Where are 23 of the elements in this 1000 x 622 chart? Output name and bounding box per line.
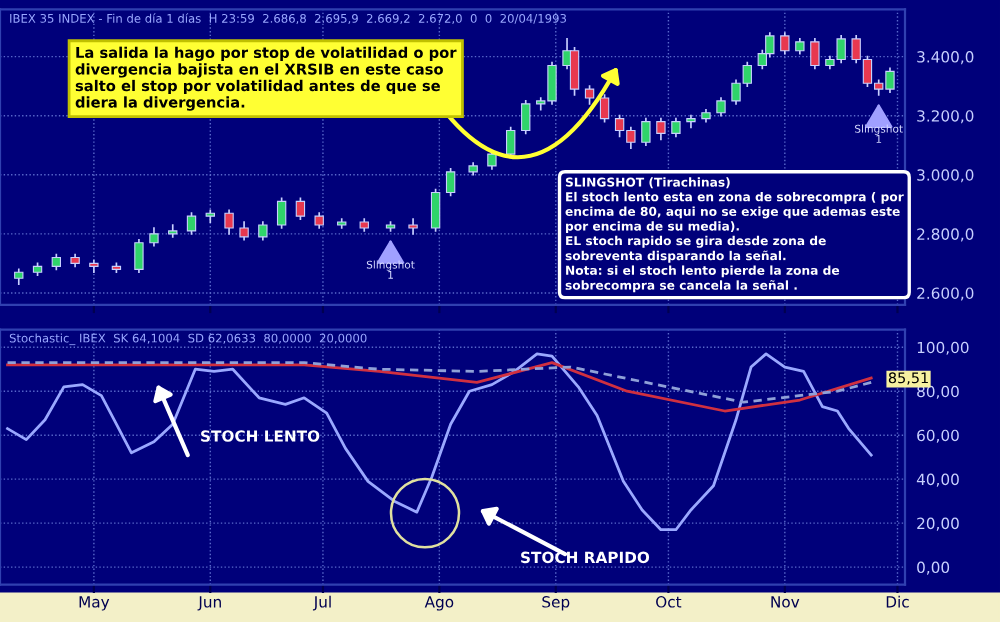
- candlestick: [224, 209, 234, 235]
- candlestick: [295, 197, 306, 220]
- candlestick: [686, 114, 696, 129]
- candlestick: [780, 32, 790, 55]
- line-series: [6, 361, 873, 413]
- line-series: [6, 361, 873, 404]
- candlestick: [134, 238, 144, 274]
- line-series: [6, 352, 873, 532]
- candlestick: [205, 209, 215, 223]
- candlestick: [168, 224, 178, 238]
- candlestick: [641, 117, 651, 147]
- candlestick: [430, 188, 441, 232]
- candlestick: [186, 212, 197, 235]
- candlestick: [506, 126, 516, 158]
- candlestick: [656, 117, 666, 141]
- candlestick: [445, 168, 456, 197]
- candlestick: [810, 38, 820, 70]
- candlestick: [569, 46, 580, 96]
- candlestick: [89, 259, 99, 274]
- candlestick: [521, 100, 531, 135]
- candlestick: [408, 218, 418, 235]
- candlestick: [599, 94, 610, 123]
- candlestick: [276, 197, 287, 229]
